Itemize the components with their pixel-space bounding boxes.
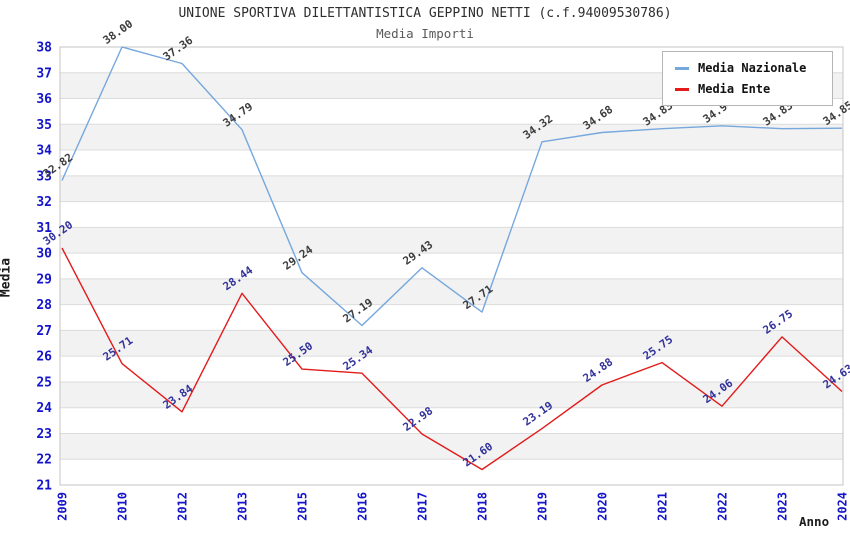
y-tick-label: 38 bbox=[36, 41, 52, 56]
media-ente-line-swatch bbox=[675, 87, 689, 91]
x-tick-label: 2022 bbox=[716, 492, 730, 521]
plot-band bbox=[60, 227, 843, 254]
x-axis-title: Anno bbox=[799, 514, 830, 529]
y-tick-label: 35 bbox=[36, 118, 52, 133]
y-tick-label: 31 bbox=[36, 221, 52, 236]
x-tick-label: 2021 bbox=[656, 492, 670, 521]
x-tick-label: 2023 bbox=[776, 492, 790, 521]
y-tick-label: 21 bbox=[36, 479, 52, 494]
y-tick-label: 30 bbox=[36, 247, 52, 262]
legend-item-media-nazionale: Media Nazionale bbox=[675, 61, 824, 75]
plot-band bbox=[60, 330, 843, 357]
y-tick-label: 26 bbox=[36, 350, 52, 365]
chart-title: UNIONE SPORTIVA DILETTANTISTICA GEPPINO … bbox=[178, 6, 672, 21]
x-tick-label: 2010 bbox=[116, 492, 130, 521]
y-tick-label: 33 bbox=[36, 169, 52, 184]
legend-label-media-ente: Media Ente bbox=[698, 82, 771, 96]
plot-band bbox=[60, 278, 843, 305]
legend-box: Media Nazionale Media Ente bbox=[662, 51, 833, 106]
plot-band bbox=[60, 124, 843, 151]
x-tick-label: 2019 bbox=[536, 492, 550, 521]
y-tick-label: 23 bbox=[36, 427, 52, 442]
y-tick-label: 22 bbox=[36, 453, 52, 468]
x-tick-label: 2013 bbox=[236, 492, 250, 521]
x-tick-label: 2016 bbox=[356, 492, 370, 521]
x-tick-label: 2017 bbox=[416, 492, 430, 521]
y-tick-label: 32 bbox=[36, 195, 52, 210]
media-ente-value-label: 24.88 bbox=[581, 355, 616, 385]
x-tick-label: 2018 bbox=[476, 492, 490, 521]
y-tick-label: 24 bbox=[36, 401, 52, 416]
x-tick-label: 2015 bbox=[296, 492, 310, 521]
y-tick-label: 29 bbox=[36, 272, 52, 287]
x-tick-label: 2020 bbox=[596, 492, 610, 521]
media-ente-line bbox=[61, 247, 843, 471]
media-nazionale-line-swatch bbox=[675, 66, 689, 70]
legend-label-media-nazionale: Media Nazionale bbox=[698, 61, 807, 75]
chart-subtitle: Media Importi bbox=[376, 26, 474, 41]
legend-item-media-ente: Media Ente bbox=[675, 82, 824, 96]
plot-border bbox=[59, 46, 844, 486]
y-tick-label: 28 bbox=[36, 298, 52, 313]
x-tick-label: 2012 bbox=[176, 492, 190, 521]
plot-band bbox=[60, 433, 843, 460]
plot-band bbox=[60, 175, 843, 202]
x-tick-label: 2024 bbox=[836, 492, 850, 521]
y-tick-label: 36 bbox=[36, 92, 52, 107]
y-tick-label: 27 bbox=[36, 324, 52, 339]
y-tick-label: 37 bbox=[36, 66, 52, 81]
y-axis-title: Media bbox=[0, 257, 14, 298]
media-nazionale-line bbox=[61, 46, 843, 327]
y-tick-label: 34 bbox=[36, 144, 52, 159]
x-tick-label: 2009 bbox=[56, 492, 70, 521]
y-tick-label: 25 bbox=[36, 375, 52, 390]
